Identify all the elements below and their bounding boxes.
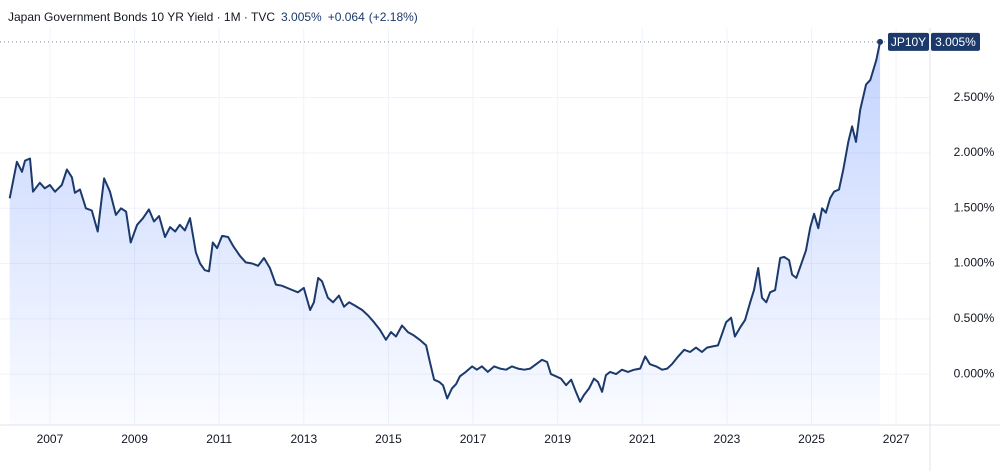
x-tick-label: 2009	[121, 432, 148, 446]
symbol-tag: JP10Y	[891, 35, 926, 49]
y-tick-label: 0.500%	[954, 311, 995, 325]
change-percent: (+2.18%)	[369, 10, 418, 24]
y-tick-label: 0.000%	[954, 366, 995, 380]
x-tick-label: 2023	[714, 432, 741, 446]
x-tick-label: 2013	[290, 432, 317, 446]
x-tick-label: 2015	[375, 432, 402, 446]
x-tick-label: 2017	[460, 432, 487, 446]
y-tick-label: 1.000%	[954, 256, 995, 270]
y-tick-label: 1.500%	[954, 200, 995, 214]
price-tag-bg	[931, 32, 980, 51]
x-tick-label: 2025	[798, 432, 825, 446]
y-tick-label: 2.500%	[954, 90, 995, 104]
line	[8, 41, 882, 403]
x-tick-label: 2011	[206, 432, 232, 446]
symbol-tag-bg	[888, 32, 929, 51]
x-tick-label: 2021	[629, 432, 656, 446]
x-tick-label: 2027	[883, 432, 910, 446]
price-tag: 3.005%	[935, 35, 976, 49]
last-value: 3.005%	[281, 10, 322, 24]
x-tick-label: 2007	[37, 432, 64, 446]
x-tick-label: 2019	[544, 432, 571, 446]
chart-header: Japan Government Bonds 10 YR Yield · 1M …	[8, 10, 418, 24]
area-fill	[9, 41, 881, 426]
y-tick-label: 2.000%	[954, 145, 995, 159]
chart-title: Japan Government Bonds 10 YR Yield · 1M …	[8, 10, 275, 24]
change: +0.064	[328, 10, 365, 24]
